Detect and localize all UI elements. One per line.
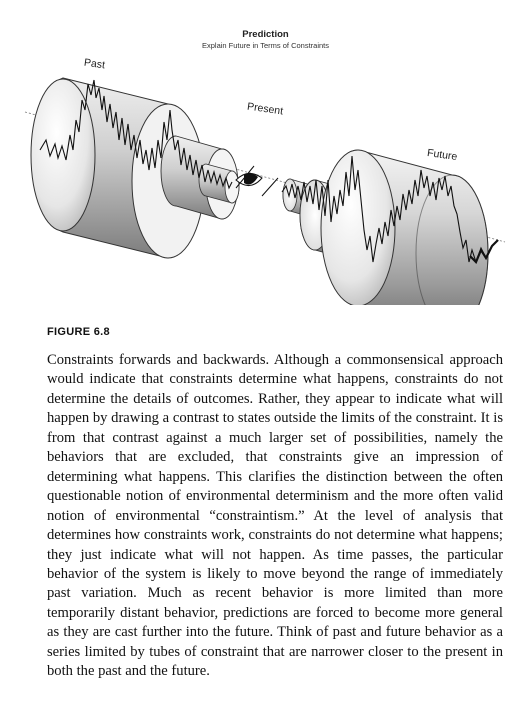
figure-title: Prediction (242, 29, 289, 40)
future-behavior-trace (281, 155, 499, 264)
figure: Prediction Explain Future in Terms of Co… (0, 0, 531, 305)
past-behavior-trace (39, 79, 233, 190)
constraint-tubes-diagram (24, 77, 506, 305)
figure-subtitle: Explain Future in Terms of Constraints (202, 41, 329, 50)
present-eye-icon (235, 165, 279, 197)
figure-caption: Constraints forwards and backwards. Alth… (47, 352, 503, 680)
figure-number: FIGURE 6.8 (47, 326, 110, 338)
future-trace-emphasis (469, 239, 499, 264)
time-axis (24, 111, 506, 243)
